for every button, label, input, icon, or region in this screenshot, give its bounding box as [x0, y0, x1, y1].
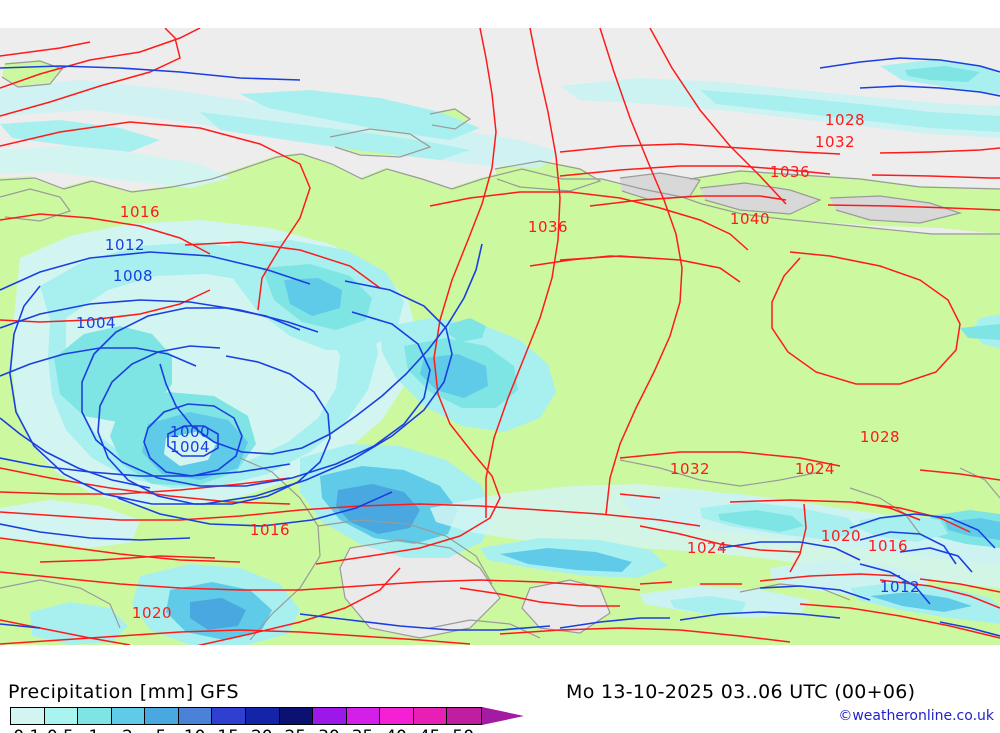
isobar-label-1028-l1028a: 1028	[825, 111, 865, 129]
isobar-label-1016-l1016c: 1016	[868, 537, 908, 555]
legend-swatch-20[interactable]	[245, 708, 280, 724]
legend-swatch-45[interactable]	[413, 708, 448, 724]
isobar-label-1016-l1016b: 1016	[250, 521, 290, 539]
legend-swatch-25[interactable]	[279, 708, 314, 724]
isobar-label-1012-l1012: 1012	[105, 236, 145, 254]
isobar-label-1024-l1024b: 1024	[687, 539, 727, 557]
legend-tick-20: 20	[243, 727, 281, 733]
legend-swatch-1[interactable]	[78, 708, 112, 724]
isobar-label-1004-l1004b: 1004	[170, 438, 210, 456]
isobar-label-1012-l1012b: 1012	[880, 578, 920, 596]
legend-swatch-30[interactable]	[313, 708, 347, 724]
legend-tick-0.1: 0.1	[8, 727, 46, 733]
isobar-label-1024-l1024a: 1024	[795, 460, 835, 478]
legend-tick-40: 40	[377, 727, 415, 733]
isobar-label-1036-l1036a: 1036	[770, 163, 810, 181]
isobar-label-1020-l1020a: 1020	[132, 604, 172, 622]
legend-footer: Precipitation [mm] GFS 0.10.512510152025…	[0, 645, 1000, 733]
isobar-label-1016-l1016a: 1016	[120, 203, 160, 221]
isobar-label-1008-l1008: 1008	[113, 267, 153, 285]
legend-tick-labels: 0.10.5125101520253035404550	[0, 727, 560, 733]
isobar-label-1000-l1000: 1000	[170, 423, 210, 441]
legend-tick-10: 10	[176, 727, 214, 733]
legend-tick-0.5: 0.5	[41, 727, 79, 733]
legend-swatch-2[interactable]	[111, 708, 146, 724]
legend-tick-5: 5	[142, 727, 180, 733]
legend-colorbar[interactable]	[10, 707, 482, 725]
legend-tick-25: 25	[276, 727, 314, 733]
legend-title: Precipitation [mm] GFS	[8, 681, 240, 703]
legend-swatch-15[interactable]	[212, 708, 246, 724]
isobar-high-layer	[0, 28, 1000, 645]
legend-swatch-10[interactable]	[178, 708, 213, 724]
legend-swatch-0.5[interactable]	[44, 708, 79, 724]
isobar-label-1040-l1040: 1040	[730, 210, 770, 228]
weather-map-canvas[interactable]: 1016 1012 1008 1004 1000 1004 1016 1020 1028 1032…	[0, 28, 1000, 645]
legend-tick-2: 2	[109, 727, 147, 733]
legend-swatch-40[interactable]	[380, 708, 414, 724]
isobar-label-1036-l1036b: 1036	[528, 218, 568, 236]
legend-swatch-35[interactable]	[346, 708, 381, 724]
isobar-label-1020-l1020b: 1020	[821, 527, 861, 545]
legend-swatch-0.1[interactable]	[11, 708, 45, 724]
legend-colorbar-wrap[interactable]	[10, 707, 530, 727]
isobar-low-layer	[0, 57, 1000, 637]
valid-time-label: Mo 13-10-2025 03..06 UTC (00+06)	[566, 681, 916, 703]
isobar-label-1032-l1032b: 1032	[670, 460, 710, 478]
precipitation-layer	[0, 60, 1000, 645]
legend-tick-45: 45	[411, 727, 449, 733]
legend-tick-35: 35	[344, 727, 382, 733]
legend-tick-1: 1	[75, 727, 113, 733]
legend-swatch-5[interactable]	[145, 708, 179, 724]
legend-overflow-arrow-icon	[482, 707, 524, 725]
legend-tick-30: 30	[310, 727, 348, 733]
isobar-label-1004-l1004a: 1004	[76, 314, 116, 332]
legend-swatch-50[interactable]	[447, 708, 481, 724]
isobar-label-1032-l1032a: 1032	[815, 133, 855, 151]
map-graphics: 1016101210081004100010041016102010281032…	[0, 28, 1000, 645]
isobar-label-1028-l1028b: 1028	[860, 428, 900, 446]
legend-tick-50: 50	[444, 727, 482, 733]
copyright-label: ©weatheronline.co.uk	[838, 708, 994, 724]
isobar-label-layer: 1016101210081004100010041016102010281032…	[76, 111, 920, 622]
legend-tick-15: 15	[209, 727, 247, 733]
